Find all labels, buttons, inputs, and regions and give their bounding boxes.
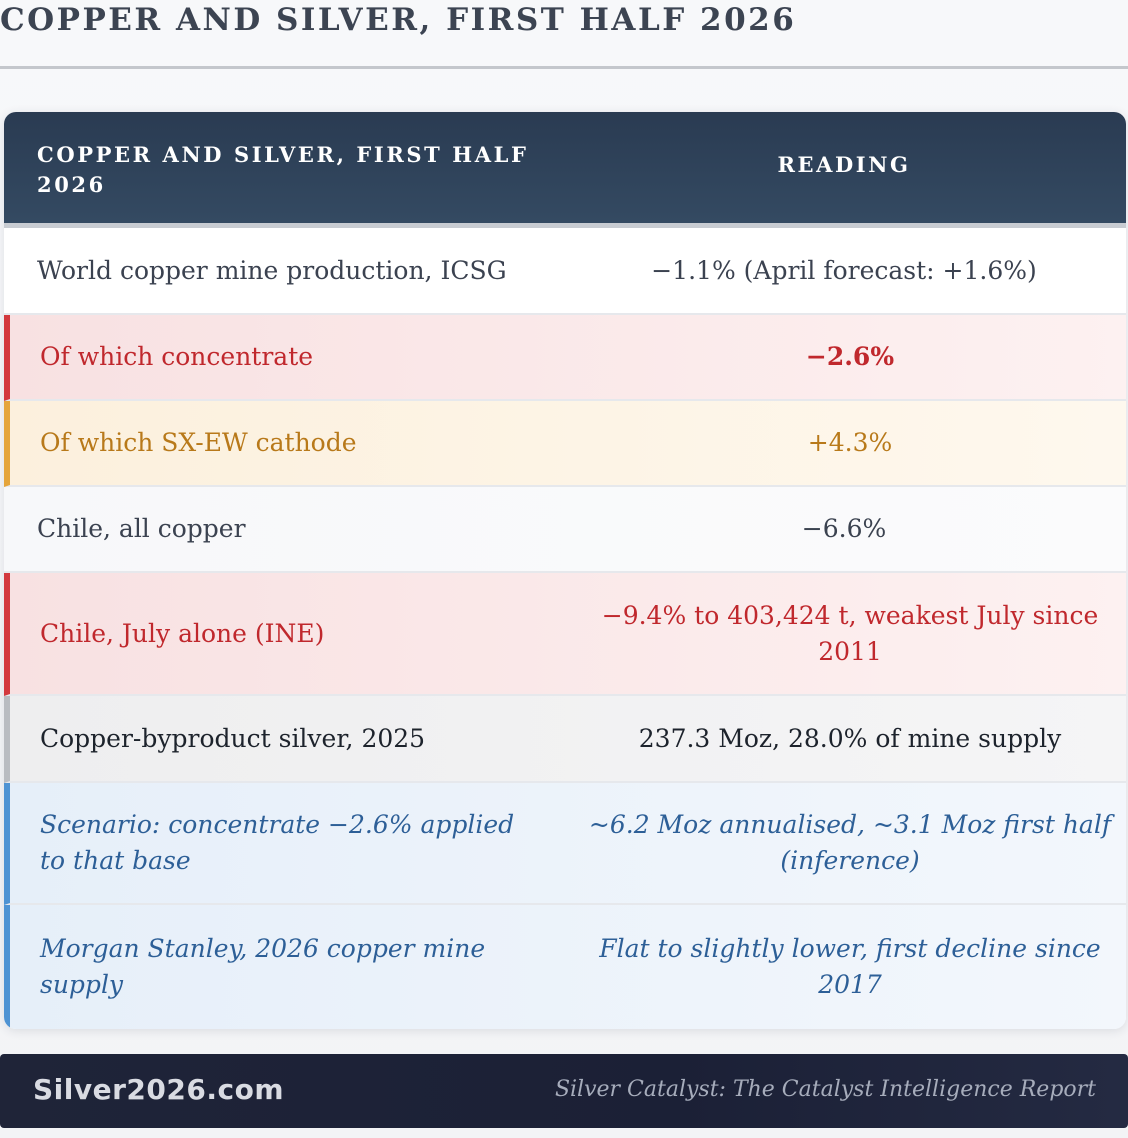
- row-value: +4.3%: [807, 428, 893, 457]
- table-header: COPPER AND SILVER, FIRST HALF 2026 READI…: [4, 112, 1126, 228]
- table-row: World copper mine production, ICSG −1.1%…: [4, 228, 1126, 315]
- row-value: −9.4% to 403,424 t, weakest July since 2…: [601, 600, 1099, 666]
- row-label: Of which concentrate: [40, 342, 314, 371]
- page-title: COPPER AND SILVER, FIRST HALF 2026: [0, 2, 797, 38]
- row-value: −2.6%: [805, 342, 895, 371]
- footer: Silver2026.com Silver Catalyst: The Cata…: [0, 1054, 1128, 1128]
- row-value: Flat to slightly lower, first decline si…: [599, 934, 1101, 999]
- row-label: Scenario: concentrate −2.6% applied to t…: [40, 810, 515, 875]
- row-value: 237.3 Moz, 28.0% of mine supply: [638, 723, 1062, 753]
- row-value: −6.6%: [801, 514, 887, 543]
- table-row: Of which SX-EW cathode +4.3%: [4, 401, 1126, 487]
- header-col-reading: READING: [777, 152, 911, 177]
- title-divider: [0, 66, 1128, 69]
- table-row: Of which concentrate −2.6%: [4, 315, 1126, 401]
- row-label: Morgan Stanley, 2026 copper mine supply: [40, 934, 486, 999]
- row-label: Copper-byproduct silver, 2025: [40, 723, 426, 753]
- row-label: Chile, all copper: [37, 514, 246, 543]
- brand-link[interactable]: Silver2026.com: [33, 1073, 284, 1106]
- row-label: Chile, July alone (INE): [40, 618, 325, 648]
- table-row: Copper-byproduct silver, 2025 237.3 Moz,…: [4, 696, 1126, 783]
- row-label: World copper mine production, ICSG: [37, 255, 507, 285]
- row-value: −1.1% (April forecast: +1.6%): [651, 255, 1037, 285]
- table-row: Chile, July alone (INE) −9.4% to 403,424…: [4, 573, 1126, 696]
- table-row: Scenario: concentrate −2.6% applied to t…: [4, 783, 1126, 905]
- row-label: Of which SX-EW cathode: [40, 428, 357, 457]
- footer-tagline: Silver Catalyst: The Catalyst Intelligen…: [554, 1077, 1096, 1102]
- row-value: ~6.2 Moz annualised, ~3.1 Moz first half…: [588, 810, 1112, 875]
- table-row: Chile, all copper −6.6%: [4, 487, 1126, 573]
- header-col-metric: COPPER AND SILVER, FIRST HALF 2026: [37, 142, 529, 197]
- data-table: COPPER AND SILVER, FIRST HALF 2026 READI…: [4, 112, 1126, 1029]
- table-row: Morgan Stanley, 2026 copper mine supply …: [4, 905, 1126, 1029]
